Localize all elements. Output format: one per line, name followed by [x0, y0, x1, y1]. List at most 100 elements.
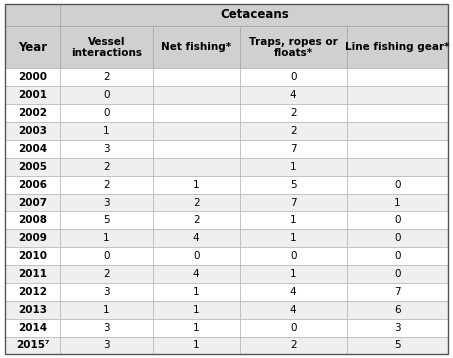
Bar: [60, 86, 153, 104]
Bar: [347, 212, 448, 229]
Text: 0: 0: [394, 251, 401, 261]
Text: 2015⁷: 2015⁷: [16, 340, 49, 350]
Text: 2: 2: [193, 198, 199, 208]
Text: Vessel
interactions: Vessel interactions: [71, 37, 142, 58]
Bar: [240, 122, 347, 140]
Bar: [60, 158, 153, 176]
Text: 7: 7: [290, 198, 297, 208]
Bar: [240, 86, 347, 104]
Bar: [5, 122, 60, 140]
Text: 4: 4: [290, 305, 297, 315]
Text: 3: 3: [103, 340, 110, 350]
Text: 2001: 2001: [18, 90, 47, 100]
Text: 2002: 2002: [18, 108, 47, 118]
Text: 2: 2: [103, 269, 110, 279]
Bar: [240, 176, 347, 194]
Bar: [60, 229, 153, 247]
Text: 2003: 2003: [18, 126, 47, 136]
Bar: [240, 104, 347, 122]
Bar: [240, 301, 347, 319]
Text: 1: 1: [103, 126, 110, 136]
Bar: [153, 212, 240, 229]
Bar: [240, 247, 347, 265]
Bar: [5, 26, 60, 68]
Bar: [240, 26, 347, 68]
Text: 2: 2: [193, 216, 199, 226]
Text: 2005: 2005: [18, 162, 47, 172]
Bar: [240, 212, 347, 229]
Text: 1: 1: [290, 269, 297, 279]
Bar: [5, 194, 60, 212]
Bar: [240, 68, 347, 86]
Text: 1: 1: [290, 162, 297, 172]
Text: 2007: 2007: [18, 198, 47, 208]
Text: 4: 4: [193, 269, 199, 279]
Text: Cetaceans: Cetaceans: [220, 9, 289, 21]
Bar: [60, 68, 153, 86]
Text: 3: 3: [103, 198, 110, 208]
Bar: [347, 337, 448, 354]
Text: 1: 1: [103, 305, 110, 315]
Bar: [240, 265, 347, 283]
Bar: [347, 86, 448, 104]
Bar: [5, 229, 60, 247]
Bar: [60, 140, 153, 158]
Bar: [153, 140, 240, 158]
Bar: [60, 176, 153, 194]
Text: 2: 2: [103, 72, 110, 82]
Bar: [5, 319, 60, 337]
Bar: [5, 301, 60, 319]
Bar: [5, 212, 60, 229]
Bar: [153, 337, 240, 354]
Text: 3: 3: [103, 287, 110, 297]
Text: Line fishing gear*: Line fishing gear*: [345, 43, 450, 52]
Bar: [5, 158, 60, 176]
Bar: [60, 283, 153, 301]
Text: 5: 5: [103, 216, 110, 226]
Bar: [240, 319, 347, 337]
Bar: [347, 229, 448, 247]
Bar: [153, 86, 240, 104]
Text: 2013: 2013: [18, 305, 47, 315]
Bar: [5, 86, 60, 104]
Text: 0: 0: [394, 233, 401, 243]
Bar: [153, 158, 240, 176]
Bar: [347, 247, 448, 265]
Bar: [5, 140, 60, 158]
Bar: [347, 158, 448, 176]
Text: 2: 2: [290, 340, 297, 350]
Text: 3: 3: [103, 323, 110, 333]
Text: 1: 1: [193, 323, 199, 333]
Bar: [60, 26, 153, 68]
Bar: [153, 265, 240, 283]
Text: 1: 1: [290, 233, 297, 243]
Text: Year: Year: [18, 41, 47, 54]
Bar: [60, 247, 153, 265]
Bar: [347, 319, 448, 337]
Bar: [60, 194, 153, 212]
Text: 1: 1: [193, 305, 199, 315]
Text: 0: 0: [394, 269, 401, 279]
Text: 2014: 2014: [18, 323, 47, 333]
Bar: [347, 301, 448, 319]
Text: Net fishing*: Net fishing*: [161, 43, 231, 52]
Bar: [60, 122, 153, 140]
Text: 7: 7: [394, 287, 401, 297]
Text: 4: 4: [290, 287, 297, 297]
Bar: [60, 265, 153, 283]
Text: 0: 0: [394, 216, 401, 226]
Text: 1: 1: [193, 287, 199, 297]
Text: 0: 0: [193, 251, 199, 261]
Bar: [347, 26, 448, 68]
Text: 5: 5: [394, 340, 401, 350]
Text: 0: 0: [103, 108, 110, 118]
Text: 2: 2: [290, 108, 297, 118]
Text: 1: 1: [394, 198, 401, 208]
Text: Traps, ropes or
floats*: Traps, ropes or floats*: [249, 37, 337, 58]
Bar: [153, 247, 240, 265]
Text: 3: 3: [394, 323, 401, 333]
Text: 0: 0: [103, 251, 110, 261]
Bar: [347, 283, 448, 301]
Text: 2: 2: [290, 126, 297, 136]
Bar: [347, 176, 448, 194]
